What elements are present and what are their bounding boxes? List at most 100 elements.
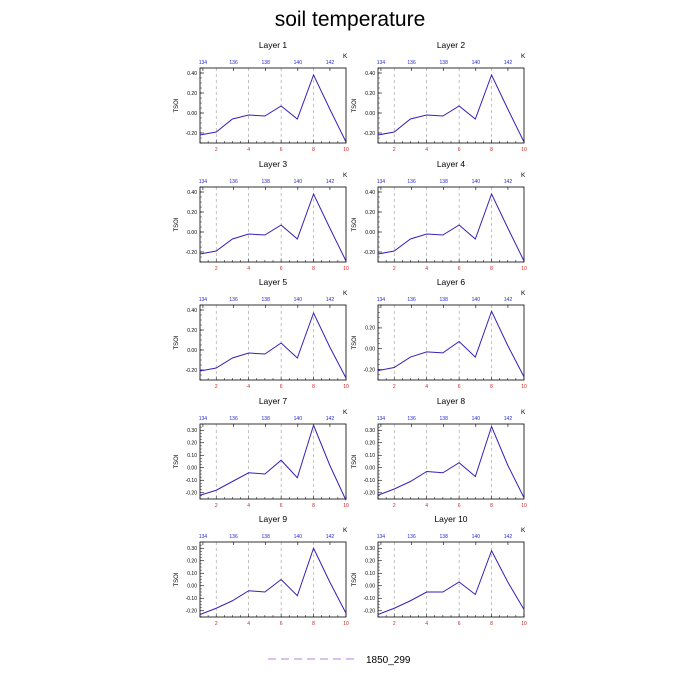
x-tick-label: 8 bbox=[490, 384, 493, 390]
top-tick-label: 142 bbox=[504, 60, 513, 66]
y-tick-label: 0.00 bbox=[365, 347, 375, 353]
y-tick-label: 0.20 bbox=[187, 210, 197, 216]
x-tick-label: 8 bbox=[312, 503, 315, 509]
x-tick-label: 6 bbox=[458, 384, 461, 390]
x-tick-label: 6 bbox=[280, 621, 283, 627]
y-tick-label: 0.40 bbox=[365, 71, 375, 77]
y-tick-label: 0.00 bbox=[187, 348, 197, 354]
x-tick-label: 4 bbox=[247, 147, 250, 153]
series-line-1850-299 bbox=[377, 192, 525, 262]
x-tick-label: 8 bbox=[312, 147, 315, 153]
series-line-1850-299 bbox=[199, 192, 347, 262]
figure-title: soil temperature bbox=[275, 8, 426, 31]
panel-title: Layer 8 bbox=[437, 396, 466, 406]
top-tick-label: 134 bbox=[377, 179, 386, 185]
panel-title: Layer 10 bbox=[434, 514, 467, 524]
y-tick-label: 0.30 bbox=[365, 546, 375, 552]
y-tick-label: 0.00 bbox=[365, 466, 375, 472]
x-tick-label: 4 bbox=[425, 384, 428, 390]
top-tick-label: 134 bbox=[199, 416, 208, 422]
top-axis-unit: K bbox=[521, 172, 526, 179]
x-tick-label: 2 bbox=[393, 503, 396, 509]
x-tick-label: 6 bbox=[458, 503, 461, 509]
y-tick-label: 0.10 bbox=[187, 571, 197, 577]
panel-layer-1: Layer 1 K 134 136 138 140 142 2 4 6 8 10 -0.20 0.00 0.… bbox=[174, 40, 349, 153]
top-tick-label: 138 bbox=[262, 416, 271, 422]
y-axis-label: TSOI bbox=[352, 335, 358, 349]
x-tick-label: 4 bbox=[247, 621, 250, 627]
top-tick-label: 136 bbox=[229, 534, 238, 540]
y-tick-label: 0.40 bbox=[187, 308, 197, 314]
panel-title: Layer 9 bbox=[259, 514, 288, 524]
y-tick-label: -0.10 bbox=[186, 478, 198, 484]
x-tick-label: 10 bbox=[521, 147, 527, 153]
y-tick-label: 0.00 bbox=[187, 466, 197, 472]
x-tick-label: 8 bbox=[490, 621, 493, 627]
x-tick-label: 4 bbox=[425, 266, 428, 272]
x-tick-label: 10 bbox=[521, 266, 527, 272]
top-tick-label: 138 bbox=[440, 60, 449, 66]
y-tick-label: 0.20 bbox=[365, 559, 375, 565]
top-tick-label: 142 bbox=[504, 416, 513, 422]
x-tick-label: 2 bbox=[393, 621, 396, 627]
x-tick-label: 8 bbox=[490, 147, 493, 153]
series-line-1850-299 bbox=[199, 423, 347, 501]
y-tick-label: -0.10 bbox=[364, 596, 376, 602]
y-tick-label: 0.40 bbox=[187, 190, 197, 196]
y-tick-label: 0.20 bbox=[187, 559, 197, 565]
panel-title: Layer 2 bbox=[437, 40, 466, 50]
top-tick-label: 142 bbox=[504, 179, 513, 185]
x-tick-label: 10 bbox=[521, 621, 527, 627]
plot-frame bbox=[377, 67, 525, 144]
x-tick-label: 10 bbox=[343, 147, 349, 153]
top-axis-unit: K bbox=[521, 290, 526, 297]
y-tick-label: 0.40 bbox=[365, 190, 375, 196]
top-tick-label: 138 bbox=[262, 534, 271, 540]
y-axis-label: TSOI bbox=[174, 572, 180, 586]
panel-layer-2: Layer 2 K 134 136 138 140 142 2 4 6 8 10 -0.20 0.00 0.… bbox=[352, 40, 527, 153]
panel-layer-4: Layer 4 K 134 136 138 140 142 2 4 6 8 10 -0.20 0.00 0.… bbox=[352, 159, 527, 272]
y-tick-label: -0.20 bbox=[364, 491, 376, 497]
top-tick-label: 136 bbox=[407, 179, 416, 185]
top-tick-label: 140 bbox=[472, 297, 481, 303]
panel-title: Layer 5 bbox=[259, 277, 288, 287]
x-tick-label: 2 bbox=[215, 621, 218, 627]
panel-layer-10: Layer 10 K 134 136 138 140 142 2 4 6 8 10 -0.20 -0.10… bbox=[352, 514, 527, 627]
x-tick-label: 8 bbox=[490, 503, 493, 509]
y-tick-label: 0.00 bbox=[187, 230, 197, 236]
series-line-1850-299 bbox=[199, 546, 347, 615]
top-tick-label: 140 bbox=[294, 534, 303, 540]
top-tick-label: 140 bbox=[294, 179, 303, 185]
x-tick-label: 10 bbox=[343, 384, 349, 390]
y-tick-label: 0.00 bbox=[365, 111, 375, 117]
panel-title: Layer 6 bbox=[437, 277, 466, 287]
top-axis-unit: K bbox=[343, 527, 348, 534]
series-line-1850-299 bbox=[377, 549, 525, 615]
top-tick-label: 142 bbox=[326, 179, 335, 185]
top-tick-label: 138 bbox=[440, 416, 449, 422]
top-tick-label: 134 bbox=[199, 179, 208, 185]
top-tick-label: 140 bbox=[472, 60, 481, 66]
y-tick-label: -0.20 bbox=[186, 250, 198, 256]
top-tick-label: 140 bbox=[294, 60, 303, 66]
panel-layer-5: Layer 5 K 134 136 138 140 142 2 4 6 8 10 -0.20 0.00 0.… bbox=[174, 277, 349, 390]
y-tick-label: 0.20 bbox=[187, 441, 197, 447]
x-tick-label: 4 bbox=[425, 621, 428, 627]
plot-frame bbox=[377, 423, 525, 500]
top-axis-unit: K bbox=[521, 53, 526, 60]
x-tick-label: 2 bbox=[215, 384, 218, 390]
panel-layer-8: Layer 8 K 134 136 138 140 142 2 4 6 8 10 -0.20 -0.10 0… bbox=[352, 396, 527, 509]
y-axis-label: TSOI bbox=[174, 454, 180, 468]
top-tick-label: 140 bbox=[472, 534, 481, 540]
x-tick-label: 4 bbox=[425, 503, 428, 509]
legend: 1850_299 bbox=[268, 655, 411, 666]
top-tick-label: 134 bbox=[199, 297, 208, 303]
x-tick-label: 8 bbox=[312, 266, 315, 272]
y-tick-label: 0.30 bbox=[365, 428, 375, 434]
panel-layer-6: Layer 6 K 134 136 138 140 142 2 4 6 8 10 -0.20 0.00 0.… bbox=[352, 277, 527, 390]
top-tick-label: 134 bbox=[377, 416, 386, 422]
top-tick-label: 142 bbox=[326, 60, 335, 66]
series-line-1850-299 bbox=[377, 309, 525, 378]
x-tick-label: 8 bbox=[312, 621, 315, 627]
y-tick-label: 0.00 bbox=[365, 584, 375, 590]
